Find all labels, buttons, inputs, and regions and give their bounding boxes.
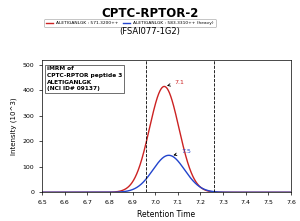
Legend: ALETIGANLGK : 571.3200++, ALETIGANLGK : 583.3310++ (heavy): ALETIGANLGK : 571.3200++, ALETIGANLGK : … xyxy=(44,19,215,27)
Text: 7.1: 7.1 xyxy=(168,80,184,86)
X-axis label: Retention Time: Retention Time xyxy=(137,210,196,219)
Text: iMRM of
CPTC-RPTOR peptide 3
ALETIGANLGK
(NCI ID# 09137): iMRM of CPTC-RPTOR peptide 3 ALETIGANLGK… xyxy=(47,66,122,91)
Text: CPTC-RPTOR-2: CPTC-RPTOR-2 xyxy=(101,7,199,20)
Y-axis label: Intensity (10^3): Intensity (10^3) xyxy=(11,97,17,155)
Text: 7.5: 7.5 xyxy=(174,149,191,156)
Text: (FSAI077-1G2): (FSAI077-1G2) xyxy=(120,27,180,36)
